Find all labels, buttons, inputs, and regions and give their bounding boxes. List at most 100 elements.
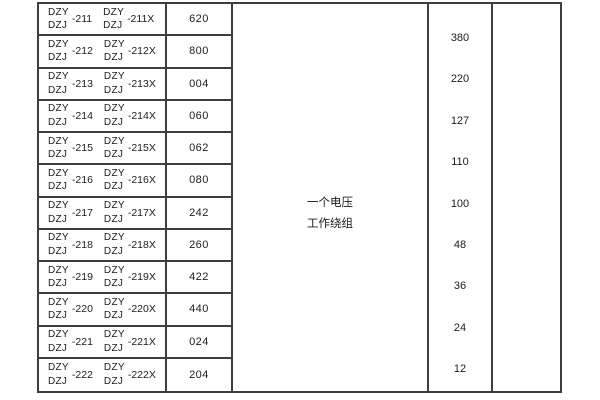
voltage-value: 24 [453,321,467,334]
code-value: 620 [189,13,209,26]
model-designation: DZY DZJ -212 [48,38,93,65]
model-prefix-top: DZY [103,135,125,147]
model-prefix-bottom: DZJ [48,342,68,354]
model-prefix-top: DZY [48,6,69,18]
model-prefix-top: DZY [48,167,69,179]
model-designation-x: DZY DZJ -211X [103,6,154,33]
model-prefix-stack: DZY DZJ [103,6,124,33]
model-suffix: -219X [127,271,156,284]
code-value: 024 [189,335,209,348]
model-prefix-top: DZY [48,135,69,147]
model-cell: DZY DZJ -219 DZY DZJ -219X [39,262,167,295]
model-cell: DZY DZJ -211 DZY DZJ -211X [39,4,167,37]
model-designation-x: DZY DZJ -212X [104,38,156,65]
model-designation: DZY DZJ -219 [48,264,93,291]
model-designation-x: DZY DZJ -214X [104,102,156,129]
code-value: 204 [189,368,209,381]
model-prefix-stack: DZY DZJ [48,70,69,97]
winding-note-line2: 工作绕组 [307,217,353,230]
model-designation: DZY DZJ -217 [48,199,93,226]
model-suffix: -215 [71,142,93,155]
model-suffix: -220 [71,303,93,316]
code-cell: 062 [167,133,233,166]
voltage-column: 380 220 127 110 100 48 36 24 12 [429,4,493,391]
model-suffix: -214X [127,109,156,122]
model-suffix: -218X [127,238,156,251]
model-cell: DZY DZJ -217 DZY DZJ -217X [39,197,167,230]
code-value: 242 [189,206,209,219]
model-suffix: -213 [71,77,93,90]
model-prefix-top: DZY [103,103,125,115]
model-prefix-top: DZY [48,362,69,374]
model-designation: DZY DZJ -221 [48,328,93,355]
code-value: 800 [189,45,209,58]
model-prefix-bottom: DZJ [48,213,68,225]
model-suffix: -214 [71,109,93,122]
model-prefix-stack: DZY DZJ [48,199,69,226]
model-designation-x: DZY DZJ -222X [104,361,156,388]
model-prefix-stack: DZY DZJ [104,102,125,129]
model-prefix-bottom: DZJ [103,52,124,64]
model-prefix-top: DZY [48,71,69,83]
model-prefix-bottom: DZJ [103,213,124,225]
code-cell: 620 [167,4,233,37]
model-suffix: -213X [127,77,156,90]
model-designation-x: DZY DZJ -218X [104,231,156,258]
code-value: 062 [189,142,209,155]
model-cell: DZY DZJ -212 DZY DZJ -212X [39,36,167,69]
empty-column [493,4,560,391]
model-prefix-top: DZY [103,71,125,83]
model-suffix: -221 [71,335,93,348]
voltage-value: 380 [450,32,470,44]
model-prefix-bottom: DZJ [103,375,124,387]
model-prefix-bottom: DZJ [48,52,68,64]
model-prefix-top: DZY [48,296,69,308]
model-designation: DZY DZJ -215 [48,135,93,162]
model-prefix-stack: DZY DZJ [48,38,69,65]
model-prefix-bottom: DZJ [103,181,124,193]
model-designation: DZY DZJ -218 [48,231,93,258]
model-prefix-bottom: DZJ [48,84,68,96]
model-prefix-bottom: DZJ [103,149,124,161]
voltage-value: 220 [450,73,470,86]
model-cell: DZY DZJ -222 DZY DZJ -222X [39,358,167,391]
model-prefix-stack: DZY DZJ [48,328,69,355]
model-prefix-top: DZY [103,264,125,276]
code-cell: 440 [167,294,233,327]
model-suffix: -216X [127,174,156,187]
model-cell: DZY DZJ -220 DZY DZJ -220X [39,294,167,327]
model-designation: DZY DZJ -213 [48,70,93,97]
model-prefix-top: DZY [103,6,125,18]
model-suffix: -222X [127,368,156,381]
code-value: 260 [189,238,209,251]
model-prefix-top: DZY [48,329,69,341]
model-prefix-stack: DZY DZJ [104,328,125,355]
model-suffix: -215X [127,142,156,155]
model-prefix-stack: DZY DZJ [48,231,69,258]
model-prefix-top: DZY [48,200,69,212]
model-designation: DZY DZJ -220 [48,296,93,323]
model-suffix: -217X [127,206,156,219]
model-prefix-bottom: DZJ [103,20,123,32]
model-designation-x: DZY DZJ -217X [104,199,156,226]
model-prefix-bottom: DZJ [48,278,68,290]
model-suffix: -218 [71,238,93,251]
code-value: 060 [189,109,209,122]
model-prefix-bottom: DZJ [48,149,68,161]
model-cell: DZY DZJ -215 DZY DZJ -215X [39,133,167,166]
code-cell: 800 [167,36,233,69]
model-designation-x: DZY DZJ -219X [104,264,156,291]
model-prefix-bottom: DZJ [103,245,124,257]
model-designation-x: DZY DZJ -216X [104,167,156,194]
code-cell: 242 [167,197,233,230]
model-prefix-bottom: DZJ [48,245,68,257]
voltage-value: 100 [450,197,470,210]
code-value: 080 [189,174,209,187]
model-prefix-stack: DZY DZJ [48,296,69,323]
voltage-value: 110 [451,156,469,169]
model-prefix-top: DZY [103,167,125,179]
model-prefix-stack: DZY DZJ [48,135,69,162]
model-designation: DZY DZJ -214 [48,102,93,129]
code-cell: 004 [167,68,233,101]
